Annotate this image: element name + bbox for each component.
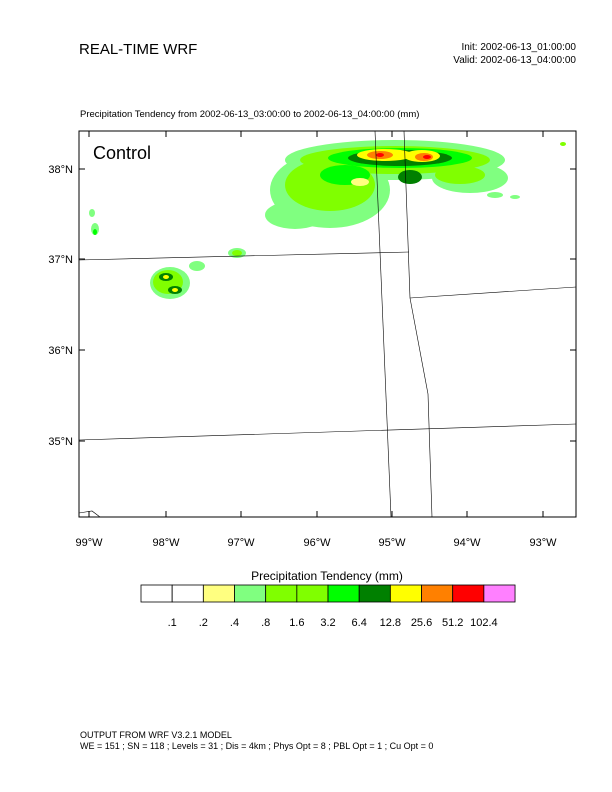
lon-label-96-w: 96°W bbox=[303, 537, 331, 549]
legend-swatch bbox=[202, 584, 235, 603]
legend-swatch bbox=[296, 584, 329, 603]
legend-title: Precipitation Tendency (mm) bbox=[251, 569, 403, 583]
precip-cluster-northeast bbox=[265, 140, 566, 229]
lon-label-94-w: 94°W bbox=[453, 537, 481, 549]
footer-model-line: OUTPUT FROM WRF V3.2.1 MODEL bbox=[80, 730, 232, 740]
lon-label-98-w: 98°W bbox=[152, 537, 180, 549]
lon-label-95-w: 95°W bbox=[378, 537, 406, 549]
state-line-37n bbox=[79, 251, 410, 261]
init-time: Init: 2002-06-13_01:00:00 bbox=[461, 42, 576, 53]
state-line-east-vertical bbox=[403, 131, 433, 517]
plot-subtitle: Precipitation Tendency from 2002-06-13_0… bbox=[80, 109, 420, 120]
state-line-ar-mo bbox=[409, 286, 576, 299]
legend-label: .2 bbox=[199, 617, 208, 629]
legend-swatch bbox=[265, 584, 298, 603]
legend-swatch bbox=[171, 584, 204, 603]
lat-label-37-n: 37°N bbox=[48, 254, 73, 266]
longitude-axis: 99°W 98°W 97°W 96°W 95°W 94°W 93°W bbox=[75, 131, 557, 549]
legend-swatch bbox=[327, 584, 360, 603]
legend-swatch bbox=[234, 584, 267, 603]
legend-label: 3.2 bbox=[320, 617, 335, 629]
legend-label: .1 bbox=[168, 617, 177, 629]
legend-label: .4 bbox=[230, 617, 239, 629]
state-boundaries bbox=[79, 131, 576, 517]
legend-label: 6.4 bbox=[352, 617, 367, 629]
lon-label-99-w: 99°W bbox=[75, 537, 103, 549]
legend-swatch bbox=[140, 584, 173, 603]
coast-fragment bbox=[79, 510, 101, 517]
legend-label: 12.8 bbox=[380, 617, 401, 629]
lon-label-97-w: 97°W bbox=[227, 537, 255, 549]
valid-time: Valid: 2002-06-13_04:00:00 bbox=[453, 55, 576, 66]
map-frame bbox=[78, 130, 577, 518]
precip-cell-west bbox=[89, 209, 99, 235]
precipitation-field bbox=[89, 140, 566, 299]
legend-swatch bbox=[452, 584, 485, 603]
legend-label: 1.6 bbox=[289, 617, 304, 629]
page-title: REAL-TIME WRF bbox=[79, 41, 198, 58]
legend-swatch bbox=[358, 584, 391, 603]
footer-config-line: WE = 151 ; SN = 118 ; Levels = 31 ; Dis … bbox=[80, 741, 434, 751]
lon-label-93-w: 93°W bbox=[529, 537, 557, 549]
lat-label-38-n: 38°N bbox=[48, 164, 73, 176]
legend-label: 102.4 bbox=[470, 617, 498, 629]
legend-label: .8 bbox=[261, 617, 270, 629]
lat-label-36-n: 36°N bbox=[48, 345, 73, 357]
color-legend: .1 .2 .4 .8 1.6 3.2 6.4 12.8 25.6 51.2 102.4 bbox=[140, 584, 516, 629]
legend-swatch bbox=[389, 584, 422, 603]
legend-label: 25.6 bbox=[411, 617, 432, 629]
legend-label: 51.2 bbox=[442, 617, 463, 629]
panel-label: Control bbox=[93, 143, 151, 163]
state-line-35n bbox=[79, 423, 576, 441]
map-area bbox=[79, 131, 576, 517]
lat-label-35-n: 35°N bbox=[48, 436, 73, 448]
legend-swatch bbox=[483, 584, 516, 603]
precip-cell-southwest bbox=[150, 248, 246, 299]
state-line-west-vertical bbox=[374, 131, 392, 517]
legend-swatch bbox=[421, 584, 454, 603]
latitude-axis: 38°N 37°N 36°N 35°N bbox=[48, 164, 576, 448]
